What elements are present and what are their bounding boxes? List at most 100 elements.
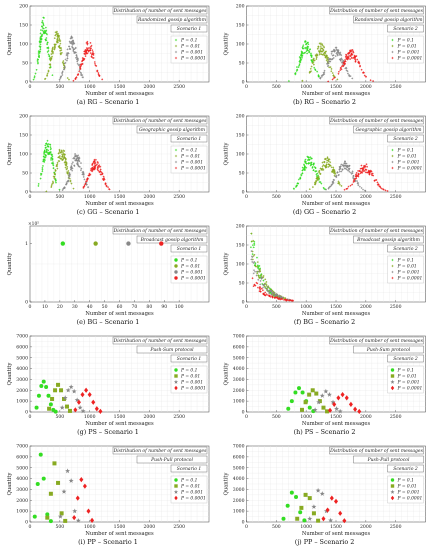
data-point — [371, 172, 374, 175]
data-point — [344, 59, 346, 61]
x-axis-label: Number of sent messages — [302, 91, 371, 97]
data-point — [304, 47, 307, 50]
data-point — [71, 169, 74, 172]
series-2 — [61, 152, 90, 191]
data-point — [58, 78, 61, 81]
data-point — [310, 65, 313, 68]
data-point — [53, 388, 58, 393]
series-1 — [299, 388, 330, 414]
data-point — [68, 174, 71, 176]
y-axis-label: Quantity — [224, 33, 230, 56]
data-point — [351, 53, 354, 56]
legend-label: P = 0.01 — [180, 155, 200, 160]
data-point — [50, 147, 52, 150]
data-point — [253, 240, 256, 243]
data-point — [82, 176, 85, 178]
data-point — [304, 161, 307, 164]
data-point — [351, 77, 354, 80]
legend-label: P = 0.01 — [397, 375, 417, 380]
data-point — [43, 152, 45, 154]
data-point — [347, 169, 349, 172]
data-point — [87, 49, 90, 52]
data-point — [279, 296, 282, 298]
data-point — [84, 50, 87, 53]
data-point — [61, 61, 64, 64]
data-point — [305, 50, 308, 53]
data-point — [321, 47, 323, 50]
x-tick-label: 0 — [29, 194, 32, 200]
data-point — [348, 167, 351, 170]
scenario-label-box — [387, 354, 424, 363]
data-point — [303, 492, 308, 497]
data-point — [72, 39, 74, 42]
data-point — [103, 177, 105, 180]
data-point — [90, 47, 92, 50]
data-point — [313, 59, 316, 62]
legend-marker — [391, 148, 394, 152]
data-point — [321, 53, 324, 56]
data-point — [54, 178, 57, 180]
data-point — [356, 174, 358, 177]
data-point — [352, 179, 355, 182]
data-point — [77, 157, 79, 160]
legend-marker — [390, 368, 395, 372]
data-point — [320, 168, 323, 171]
legend-label: P = 0.0001 — [397, 57, 423, 62]
data-point — [352, 51, 355, 54]
data-point — [66, 55, 69, 57]
x-tick-label: 1500 — [330, 304, 342, 310]
data-point — [252, 272, 255, 275]
data-point — [45, 142, 48, 145]
data-point — [348, 170, 351, 173]
data-point — [339, 69, 342, 72]
data-point — [67, 179, 70, 182]
data-point — [43, 158, 46, 161]
y-tick-label: 50 — [239, 171, 245, 177]
y-tick-label: 150 — [236, 243, 245, 249]
data-point — [256, 261, 259, 264]
y-tick-label: 6000 — [233, 454, 245, 460]
data-point — [44, 26, 47, 29]
data-point — [258, 270, 260, 273]
data-point — [66, 165, 69, 168]
data-point — [69, 180, 72, 183]
data-point — [264, 282, 267, 285]
data-point — [344, 395, 349, 401]
x-tick-label: 70 — [131, 304, 137, 310]
y-axis-label: Quantity — [7, 473, 13, 496]
data-point — [380, 187, 383, 190]
legend-marker — [173, 379, 179, 384]
data-point — [384, 189, 387, 192]
data-point — [81, 62, 84, 65]
data-point — [309, 67, 312, 70]
legend-marker — [391, 44, 394, 48]
data-point — [369, 79, 372, 82]
data-point — [251, 250, 254, 253]
data-point — [312, 407, 318, 412]
x-tick-label: 1500 — [330, 524, 342, 530]
x-axis-label: Number of sent messages — [302, 201, 371, 207]
data-point — [56, 161, 59, 164]
series-0 — [287, 40, 320, 82]
data-point — [71, 45, 73, 48]
panel-caption: (c) GG – Scenario 1 — [77, 208, 140, 216]
data-point — [333, 172, 336, 175]
scenario-label: Scenario 1 — [177, 26, 201, 32]
data-point — [80, 167, 83, 170]
data-point — [72, 50, 75, 52]
data-point — [96, 167, 99, 170]
data-point — [91, 49, 94, 52]
data-point — [59, 53, 62, 55]
data-point — [301, 54, 304, 57]
x-axis-label: Number of sent messages — [85, 311, 154, 317]
x-tick-label: 2000 — [360, 304, 372, 310]
data-point — [309, 54, 312, 56]
data-point — [86, 508, 91, 514]
data-point — [310, 163, 313, 166]
panel-caption: (a) RG – Scenario 1 — [77, 98, 140, 106]
x-tick-label: 0 — [245, 414, 248, 420]
data-point — [76, 55, 78, 58]
data-point — [96, 70, 99, 73]
legend-marker — [390, 374, 395, 378]
